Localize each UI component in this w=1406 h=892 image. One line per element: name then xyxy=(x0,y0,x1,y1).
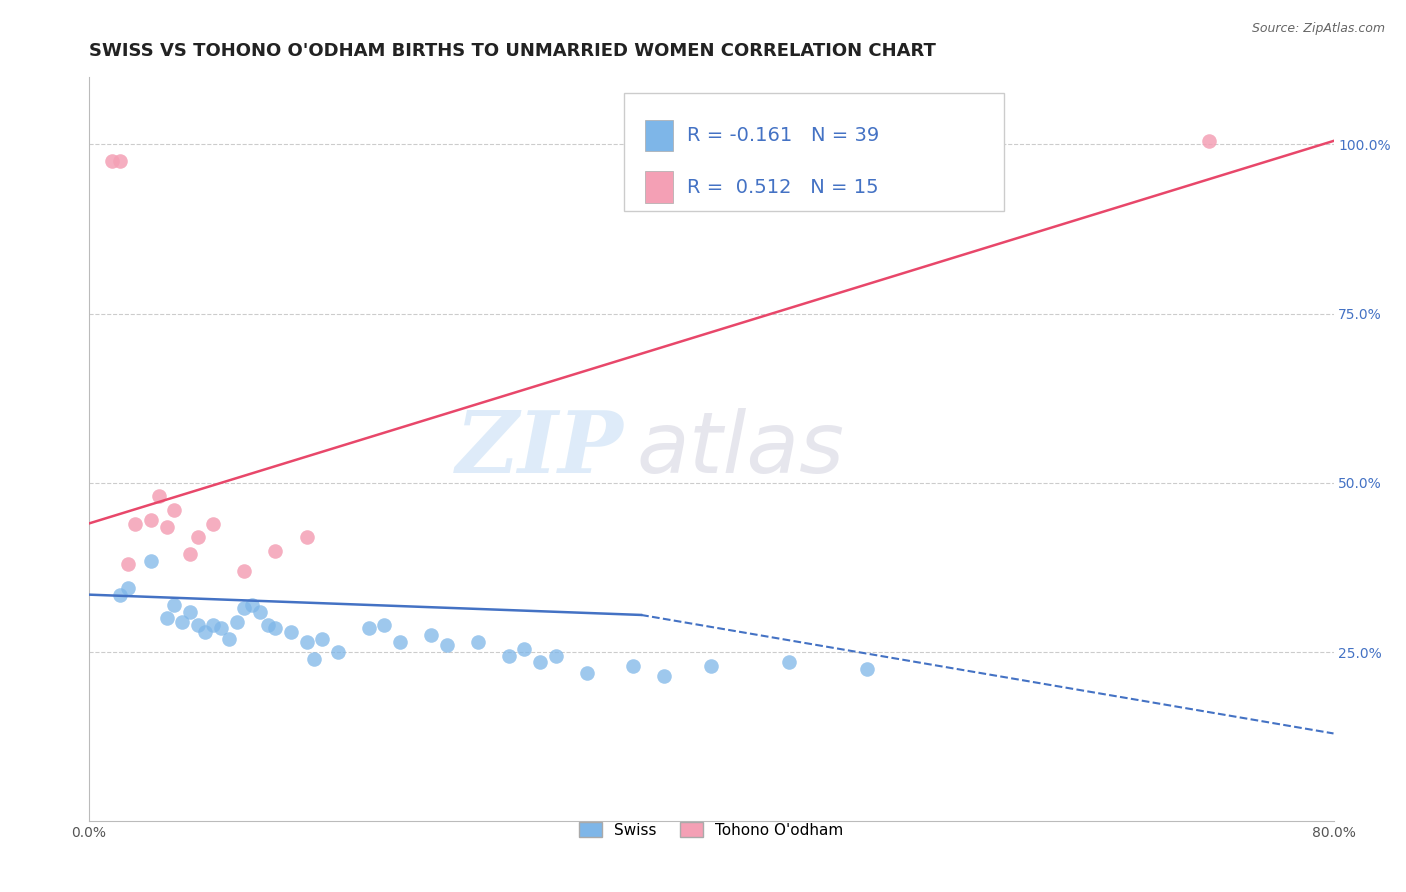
Point xyxy=(249,605,271,619)
Point xyxy=(124,516,146,531)
Point xyxy=(139,554,162,568)
Text: R = -0.161   N = 39: R = -0.161 N = 39 xyxy=(688,126,880,145)
Point xyxy=(148,490,170,504)
Point xyxy=(155,611,177,625)
Point xyxy=(209,622,232,636)
Point xyxy=(513,641,536,656)
Text: SWISS VS TOHONO O'ODHAM BIRTHS TO UNMARRIED WOMEN CORRELATION CHART: SWISS VS TOHONO O'ODHAM BIRTHS TO UNMARR… xyxy=(89,42,935,60)
Point xyxy=(295,530,318,544)
Point xyxy=(117,557,139,571)
Point xyxy=(621,658,644,673)
Point xyxy=(187,618,209,632)
Point xyxy=(256,618,278,632)
Point xyxy=(388,635,411,649)
Text: R =  0.512   N = 15: R = 0.512 N = 15 xyxy=(688,178,879,196)
FancyBboxPatch shape xyxy=(645,171,672,202)
Point xyxy=(326,645,349,659)
Point xyxy=(855,662,877,676)
Point xyxy=(544,648,567,663)
Point xyxy=(179,547,201,561)
Point xyxy=(373,618,395,632)
Point xyxy=(280,624,302,639)
Point xyxy=(240,598,263,612)
Point xyxy=(117,581,139,595)
Point xyxy=(163,503,186,517)
Point xyxy=(194,624,217,639)
Point xyxy=(155,520,177,534)
Point xyxy=(172,615,194,629)
Point xyxy=(498,648,520,663)
Point xyxy=(529,656,551,670)
Point xyxy=(225,615,247,629)
Point xyxy=(202,618,225,632)
Point xyxy=(233,601,256,615)
Point xyxy=(436,639,458,653)
Point xyxy=(179,605,201,619)
FancyBboxPatch shape xyxy=(645,120,672,151)
Point xyxy=(264,543,287,558)
Point xyxy=(202,516,225,531)
Point xyxy=(264,622,287,636)
Text: Source: ZipAtlas.com: Source: ZipAtlas.com xyxy=(1251,22,1385,36)
Point xyxy=(101,154,124,169)
Point xyxy=(700,658,723,673)
Point xyxy=(187,530,209,544)
FancyBboxPatch shape xyxy=(624,93,1004,211)
Point xyxy=(218,632,240,646)
Point xyxy=(357,622,380,636)
Point xyxy=(163,598,186,612)
Point xyxy=(575,665,598,680)
Point xyxy=(304,652,326,666)
Text: atlas: atlas xyxy=(637,408,845,491)
Point xyxy=(108,154,131,169)
Point xyxy=(295,635,318,649)
Point xyxy=(108,588,131,602)
Point xyxy=(467,635,489,649)
Point xyxy=(1198,134,1220,148)
Point xyxy=(778,656,800,670)
Point xyxy=(233,564,256,578)
Point xyxy=(139,513,162,527)
Legend: Swiss, Tohono O'odham: Swiss, Tohono O'odham xyxy=(574,815,849,844)
Text: ZIP: ZIP xyxy=(456,408,624,491)
Point xyxy=(311,632,333,646)
Point xyxy=(420,628,443,642)
Point xyxy=(654,669,676,683)
